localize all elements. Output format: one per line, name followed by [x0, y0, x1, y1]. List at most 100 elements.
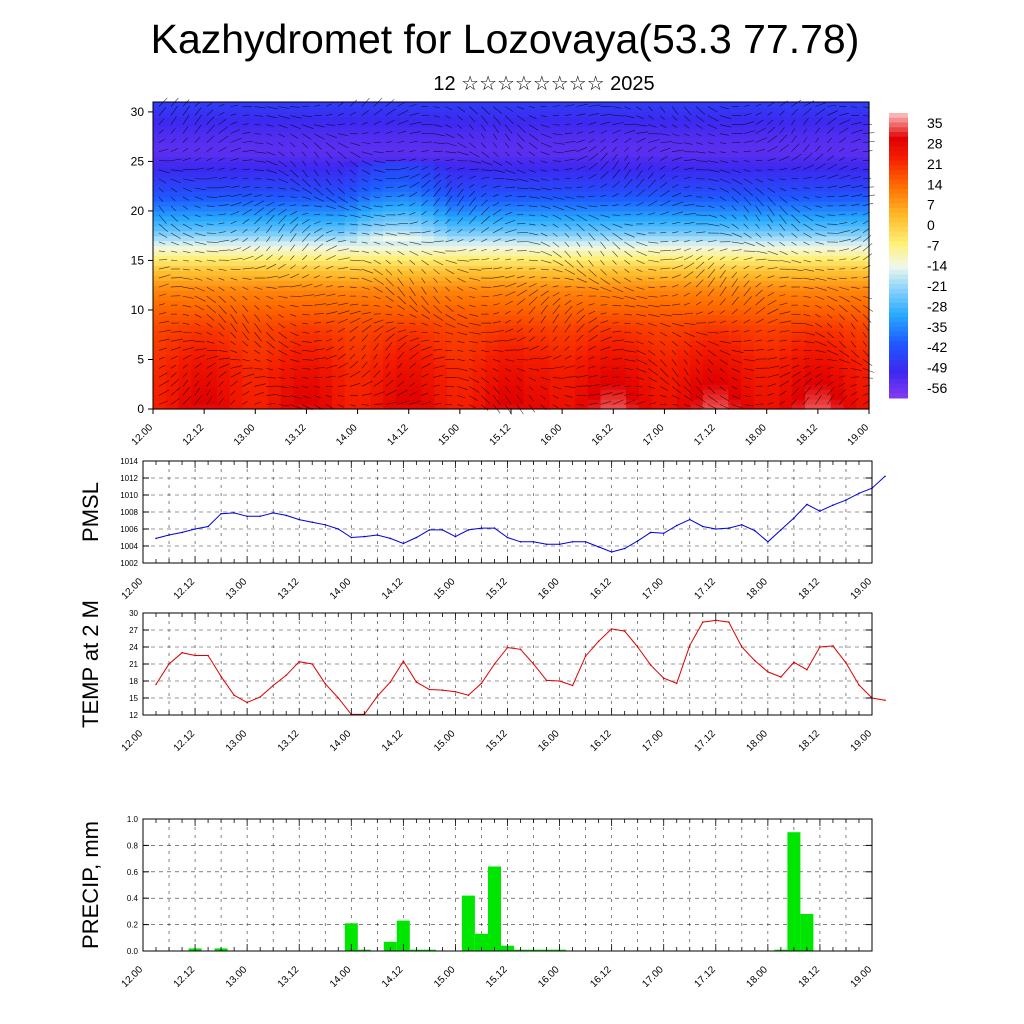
colorbar-label: -7: [927, 237, 940, 253]
pmsl-x-tick-label: 17.00: [640, 576, 666, 602]
pmsl-data-point: [493, 527, 496, 529]
pmsl-data-point: [428, 529, 431, 531]
temp-data-point: [571, 684, 574, 687]
heatmap-y-tick-label: 20: [131, 204, 145, 218]
pmsl-data-point: [233, 512, 235, 514]
precip-bar: [787, 832, 801, 951]
wind-vectors: [158, 97, 875, 415]
temp-data-point: [493, 663, 496, 665]
pmsl-data-point: [571, 541, 574, 543]
temp-data-point: [754, 659, 756, 662]
precip-x-tick-label: 18.12: [797, 964, 823, 990]
pmsl-data-point: [767, 541, 769, 543]
pmsl-x-tick-label: 18.00: [745, 576, 771, 602]
temp-data-point: [376, 695, 379, 698]
precip-y-tick-label: 1.0: [127, 815, 139, 824]
precip-x-tick-label: 15.12: [484, 964, 510, 990]
colorbar-label: 0: [927, 217, 935, 233]
pmsl-data-point: [662, 532, 665, 535]
heatmap-x-tick-label: 17.00: [641, 422, 667, 448]
pmsl-data-point: [337, 528, 340, 530]
pmsl-data-point: [649, 531, 652, 534]
precip-x-tick-label: 16.00: [536, 964, 562, 990]
pmsl-data-point: [636, 540, 639, 542]
heatmap-x-tick-label: 14.12: [385, 422, 411, 448]
pmsl-data-point: [298, 518, 301, 521]
pmsl-data-point: [741, 524, 743, 526]
pmsl-data-point: [845, 499, 847, 501]
temp-data-point: [662, 677, 665, 679]
heatmap-x-tick-label: 16.00: [539, 422, 565, 448]
precip-y-tick-label: 0.6: [127, 868, 139, 877]
precip-x-tick-label: 14.00: [328, 964, 354, 990]
colorbar-label: -49: [927, 359, 947, 375]
colorbar-label: -42: [927, 339, 947, 355]
temp-x-tick-label: 13.12: [276, 728, 302, 754]
pmsl-data-point: [311, 521, 314, 523]
temp-y-tick-label: 18: [129, 677, 138, 686]
temp-data-point: [793, 661, 795, 664]
precip-bar: [383, 941, 397, 951]
temp-x-tick-label: 14.00: [328, 728, 354, 754]
precip-y-tick-label: 0.8: [127, 841, 139, 850]
pmsl-x-tick-label: 15.12: [484, 576, 510, 602]
temp-data-point: [311, 663, 314, 665]
temp-y-tick-label: 21: [129, 660, 138, 669]
temp-x-tick-label: 16.00: [536, 728, 562, 754]
precip-panel: 0.0 0.2 0.4 0.6 0.8 1.0 PRECIP, mm 12.00 12.12 13…: [78, 815, 874, 990]
colorbar: 35 28 21 14 7 0 -7 -14 -21 -28 -35 -42 -49 -56: [889, 113, 947, 399]
temp-data-point: [259, 696, 262, 698]
heatmap-x-tick-label: 17.12: [692, 422, 718, 448]
temp-panel: 12 15 18 21 24 27 30 TEMP at 2 M 12.00 12.12 13.00…: [78, 600, 886, 754]
pmsl-y-tick-label: 1008: [120, 508, 138, 517]
pmsl-data-point: [259, 515, 262, 518]
pmsl-data-point: [715, 528, 717, 530]
colorbar-label: -35: [927, 319, 947, 335]
temp-data-point: [610, 628, 613, 630]
pmsl-data-point: [350, 536, 353, 539]
temp-data-point: [845, 662, 847, 664]
temp-data-point: [584, 655, 587, 657]
pmsl-y-tick-label: 1010: [120, 491, 138, 500]
colorbar-label: -28: [927, 298, 947, 314]
pmsl-data-point: [480, 527, 483, 529]
precip-bar: [344, 923, 358, 951]
pmsl-data-point: [506, 536, 509, 539]
heatmap-x-tick-label: 15.00: [437, 422, 463, 448]
heatmap-x-tick-label: 13.12: [283, 422, 309, 448]
temp-series-line: [155, 619, 886, 715]
temp-data-point: [558, 680, 561, 682]
temp-data-point: [467, 694, 470, 696]
pmsl-data-point: [584, 541, 587, 543]
pmsl-data-point: [545, 543, 548, 546]
chart-subtitle: 12 ☆☆☆☆☆☆☆☆ 2025: [433, 73, 655, 95]
pmsl-data-point: [155, 537, 157, 540]
pmsl-data-point: [832, 504, 834, 507]
colorbar-label: -21: [927, 278, 947, 294]
heatmap-x-tick-label: 16.12: [590, 422, 616, 448]
temp-data-point: [415, 681, 418, 683]
temp-data-point: [246, 701, 248, 704]
temp-data-point: [194, 654, 196, 657]
pmsl-data-point: [324, 524, 327, 526]
pmsl-data-point: [793, 517, 795, 519]
pmsl-data-point: [623, 547, 626, 550]
temp-x-tick-label: 15.12: [484, 728, 510, 754]
temp-y-tick-label: 30: [129, 609, 138, 618]
pmsl-data-point: [780, 529, 782, 531]
precip-x-tick-label: 12.12: [172, 964, 198, 990]
precip-bar: [461, 895, 475, 951]
precip-x-tick-label: 14.12: [380, 964, 406, 990]
pmsl-y-tick-label: 1004: [120, 542, 138, 551]
temp-data-point: [298, 660, 301, 663]
temp-data-point: [207, 654, 209, 657]
precip-x-tick-label: 17.12: [692, 964, 718, 990]
pmsl-x-tick-label: 14.12: [380, 576, 406, 602]
colorbar-label: 21: [927, 156, 943, 172]
heatmap-x-tick-label: 15.12: [488, 422, 514, 448]
temp-data-point: [702, 621, 704, 623]
precip-x-tick-label: 16.12: [588, 964, 614, 990]
temp-data-point: [155, 683, 157, 686]
temp-y-tick-label: 24: [129, 643, 138, 652]
